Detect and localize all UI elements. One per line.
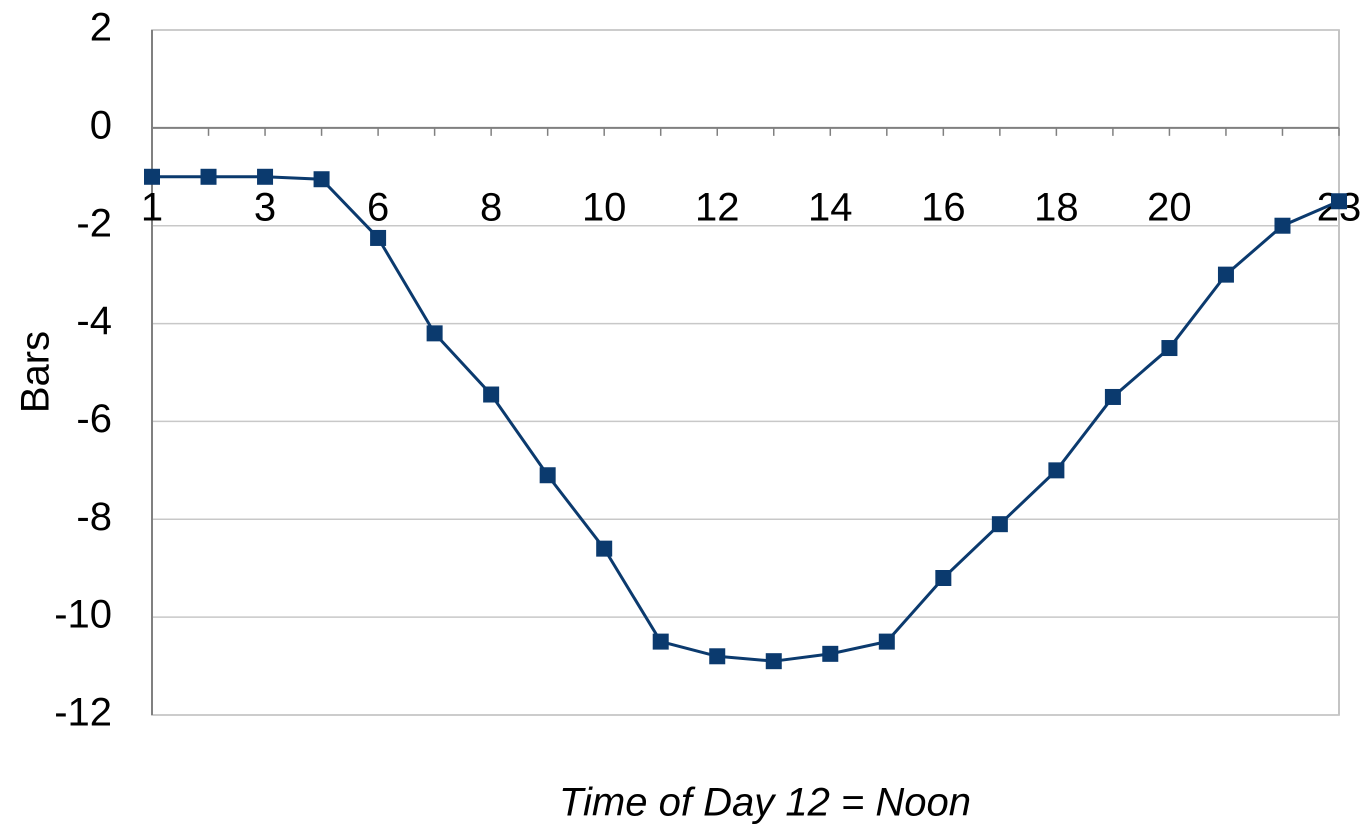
y-tick-label: -6 xyxy=(76,397,112,441)
point-marker xyxy=(1274,217,1291,234)
point-marker xyxy=(596,540,613,557)
point-marker xyxy=(370,229,387,246)
series-line xyxy=(152,175,1340,663)
x-axis-title: Time of Day 12 = Noon xyxy=(559,781,971,825)
point-marker xyxy=(1331,193,1347,210)
x-tick-label: 14 xyxy=(808,185,853,229)
point-marker xyxy=(200,168,217,185)
y-axis-title: Bars xyxy=(14,331,58,413)
point-marker xyxy=(878,633,895,650)
x-tick-label: 18 xyxy=(1034,185,1079,229)
point-marker xyxy=(991,516,1008,533)
point-marker xyxy=(1217,266,1234,283)
x-tick-label: 20 xyxy=(1147,185,1192,229)
x-tick-label: 1 xyxy=(141,185,163,229)
point-marker xyxy=(144,168,160,185)
y-tick-label: -8 xyxy=(76,495,112,539)
point-marker xyxy=(1048,462,1065,479)
y-tick-label: 0 xyxy=(90,103,112,147)
point-marker xyxy=(652,633,669,650)
y-tick-label: -4 xyxy=(76,299,112,343)
y-tick-label: 2 xyxy=(90,6,112,50)
x-tick-label: 6 xyxy=(367,185,389,229)
point-marker xyxy=(1104,388,1121,405)
point-marker xyxy=(483,386,500,403)
y-tick-label: -2 xyxy=(76,201,112,245)
plot-area xyxy=(151,29,1340,716)
y-tick-label: -10 xyxy=(54,593,112,637)
point-marker xyxy=(539,467,556,484)
x-tick-label: 12 xyxy=(695,185,740,229)
point-marker xyxy=(765,653,782,670)
point-marker xyxy=(822,645,839,662)
point-marker xyxy=(313,171,330,188)
point-marker xyxy=(426,325,443,342)
y-tick-label: -12 xyxy=(54,691,112,735)
x-tick-label: 8 xyxy=(480,185,502,229)
point-marker xyxy=(935,570,952,586)
x-tick-label: 3 xyxy=(254,185,276,229)
x-tick-label: 10 xyxy=(582,185,627,229)
point-marker xyxy=(1161,340,1178,357)
x-tick-label: 16 xyxy=(921,185,966,229)
point-marker xyxy=(257,168,274,185)
point-marker xyxy=(709,648,726,665)
